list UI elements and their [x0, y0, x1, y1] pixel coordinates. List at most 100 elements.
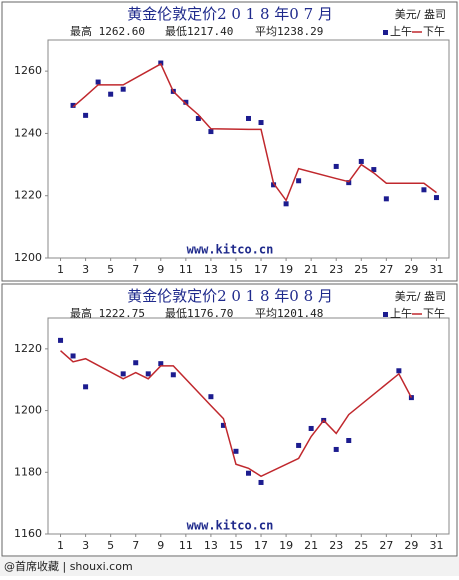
x-tick-label: 21 [304, 539, 318, 552]
am-point [70, 353, 76, 359]
am-point [396, 368, 402, 374]
am-point [433, 195, 439, 201]
am-point [170, 372, 176, 378]
am-point [220, 422, 226, 428]
x-tick-label: 15 [229, 539, 243, 552]
am-point [371, 167, 377, 173]
x-tick-label: 23 [329, 539, 343, 552]
stat: 最低1217.40 [165, 25, 233, 38]
x-tick-label: 1 [57, 539, 64, 552]
am-point [120, 86, 126, 92]
am-point [95, 79, 101, 85]
x-tick-label: 3 [82, 263, 89, 276]
x-tick-label: 5 [107, 539, 114, 552]
am-point [308, 425, 314, 431]
y-tick-label: 1200 [14, 251, 42, 264]
annotation: www.kitco.cn [187, 519, 274, 533]
stat: 最低1176.70 [165, 307, 233, 320]
y-tick-label: 1260 [14, 64, 42, 77]
annotation: www.kitco.cn [187, 243, 274, 257]
legend-label: 下午 [423, 307, 445, 320]
am-point [258, 120, 264, 126]
x-tick-label: 23 [329, 263, 343, 276]
x-tick-label: 9 [157, 539, 164, 552]
am-point [358, 158, 364, 164]
am-point [296, 178, 302, 184]
x-tick-label: 17 [254, 539, 268, 552]
footer-bar [0, 557, 459, 576]
am-point [208, 129, 214, 135]
am-point [283, 201, 289, 207]
x-tick-label: 25 [354, 539, 368, 552]
y-tick-label: 1220 [14, 189, 42, 202]
am-point [246, 115, 251, 121]
x-tick-label: 9 [157, 263, 164, 276]
am-point [183, 99, 189, 105]
x-tick-label: 31 [429, 263, 443, 276]
plot-area [47, 317, 450, 535]
y-tick-label: 1220 [14, 342, 42, 355]
am-point [333, 446, 339, 452]
am-point [195, 115, 201, 121]
x-tick-label: 11 [179, 539, 193, 552]
am-point [296, 442, 302, 448]
x-tick-label: 15 [229, 263, 243, 276]
stat: 平均1238.29 [255, 25, 323, 38]
stat: 最高 1262.60 [70, 24, 145, 38]
x-tick-label: 27 [379, 539, 393, 552]
x-tick-label: 21 [304, 263, 318, 276]
am-point [133, 360, 139, 366]
x-tick-label: 19 [279, 263, 293, 276]
am-point [421, 187, 427, 193]
am-point [333, 163, 339, 169]
am-point [346, 180, 352, 186]
pm-line [72, 62, 437, 202]
legend-label: 上午 [390, 25, 412, 38]
am-point [120, 371, 126, 377]
am-point [158, 60, 164, 66]
x-tick-label: 11 [179, 263, 193, 276]
am-point [246, 470, 251, 476]
am-point [208, 394, 214, 400]
x-tick-label: 7 [132, 263, 139, 276]
x-tick-label: 13 [204, 539, 218, 552]
pm-line [60, 350, 413, 478]
x-tick-label: 3 [82, 539, 89, 552]
x-tick-label: 19 [279, 539, 293, 552]
am-point [383, 196, 389, 202]
am-point [58, 337, 64, 343]
am-point [70, 102, 76, 108]
x-tick-label: 13 [204, 263, 218, 276]
x-tick-label: 27 [379, 263, 393, 276]
x-tick-label: 29 [404, 263, 418, 276]
am-point [258, 479, 264, 485]
am-point [83, 112, 89, 118]
x-tick-label: 1 [57, 263, 64, 276]
chart-title: 黄金伦敦定价2 0 1 8 年0 7 月 [127, 5, 333, 23]
legend-swatch [383, 312, 388, 317]
x-tick-label: 29 [404, 539, 418, 552]
stat: 平均1201.48 [255, 307, 323, 320]
legend-label: 上午 [390, 307, 412, 320]
y-tick-label: 1200 [14, 404, 42, 417]
y-tick-label: 1180 [14, 465, 42, 478]
am-point [83, 384, 89, 390]
x-tick-label: 25 [354, 263, 368, 276]
unit-label: 美元/ 盎司 [395, 7, 446, 21]
x-tick-label: 7 [132, 539, 139, 552]
x-tick-label: 17 [254, 263, 268, 276]
watermark: @首席收藏 | shouxi.com [4, 559, 133, 573]
x-tick-label: 5 [107, 263, 114, 276]
y-tick-label: 1240 [14, 126, 42, 139]
am-point [158, 361, 164, 367]
y-tick-label: 1160 [14, 527, 42, 540]
chart-title: 黄金伦敦定价2 0 1 8 年0 8 月 [127, 287, 333, 305]
unit-label: 美元/ 盎司 [395, 289, 446, 303]
am-point [233, 448, 239, 454]
am-point [145, 371, 151, 377]
x-tick-label: 31 [429, 539, 443, 552]
plot-area [47, 39, 450, 259]
am-point [108, 91, 114, 97]
